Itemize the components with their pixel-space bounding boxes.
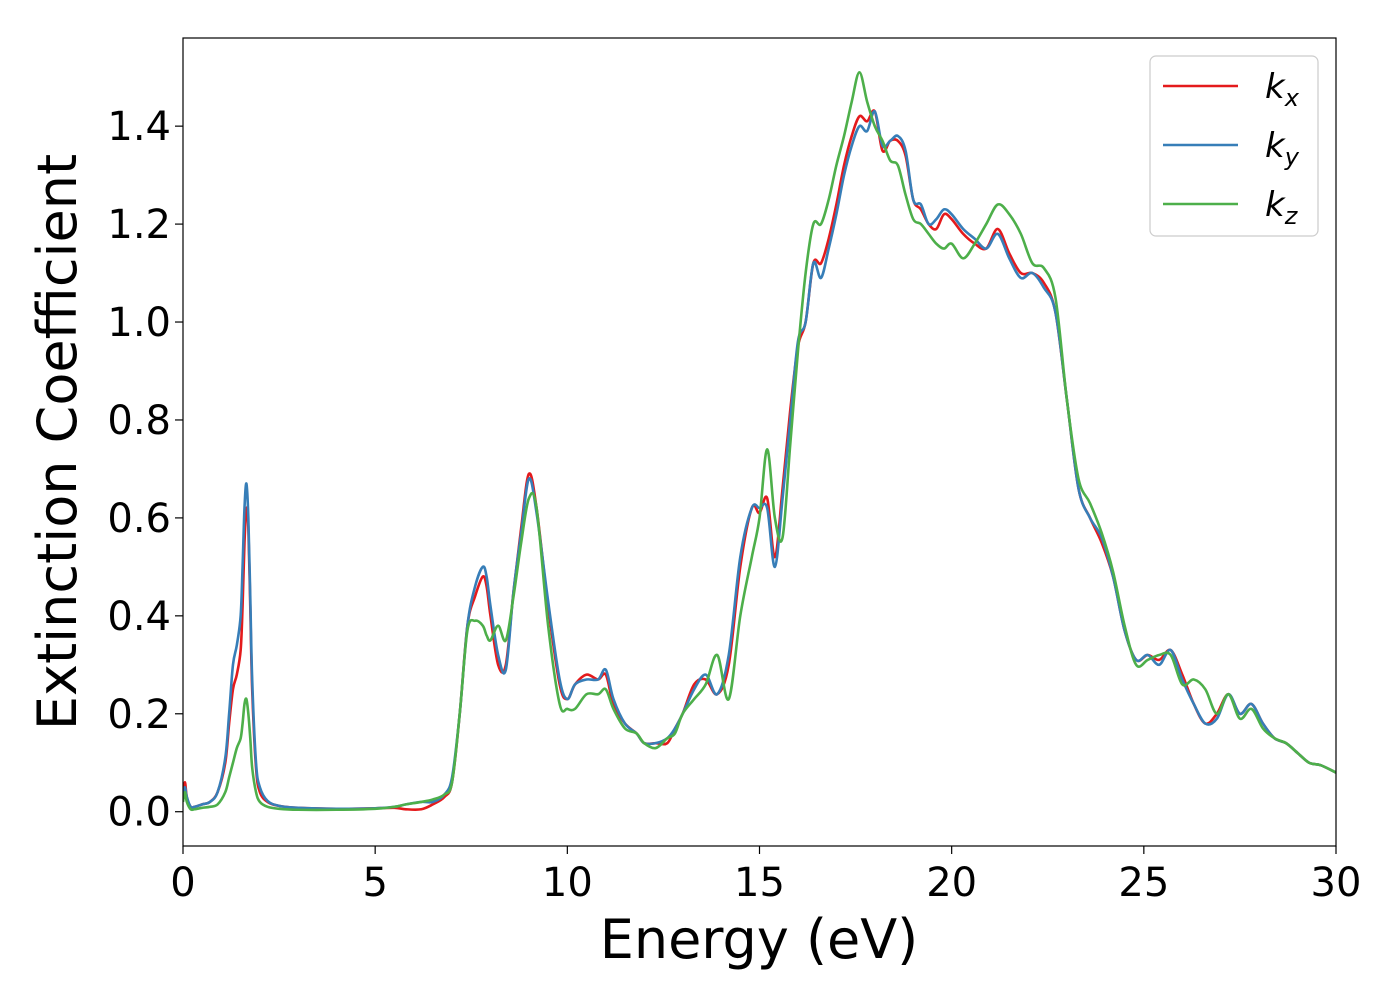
y-tick-label: 0.8 xyxy=(107,398,171,444)
y-tick-label: 0.6 xyxy=(107,496,171,542)
x-tick-label: 15 xyxy=(734,860,785,906)
y-tick-label: 1.2 xyxy=(107,202,171,248)
x-tick-label: 20 xyxy=(926,860,977,906)
series-line-ky xyxy=(183,110,1336,811)
y-tick-label: 1.0 xyxy=(107,300,171,346)
y-tick-label: 0.0 xyxy=(107,790,171,836)
legend-label-ky: ky xyxy=(1265,126,1300,171)
series-line-kz xyxy=(183,70,1336,812)
series-layer xyxy=(183,70,1336,812)
x-tick-label: 25 xyxy=(1118,860,1169,906)
y-tick-label: 0.2 xyxy=(107,692,171,738)
legend: kx ky kz xyxy=(1149,55,1319,237)
legend-label-kx: kx xyxy=(1265,67,1300,112)
x-tick-label: 30 xyxy=(1311,860,1362,906)
x-axis-title: Energy (eV) xyxy=(600,908,919,971)
legend-items: kx ky kz xyxy=(1163,67,1300,230)
legend-label-kz: kz xyxy=(1265,185,1299,230)
plot-background xyxy=(183,38,1336,846)
y-axis-title: Extinction Coefficient xyxy=(26,154,89,730)
x-axis-ticks: 0 5 10 15 20 25 30 xyxy=(170,846,1361,906)
y-axis-ticks: 0.0 0.2 0.4 0.6 0.8 1.0 1.2 1.4 xyxy=(107,104,183,836)
x-tick-label: 0 xyxy=(170,860,195,906)
y-tick-label: 0.4 xyxy=(107,594,171,640)
y-tick-label: 1.4 xyxy=(107,104,171,150)
x-tick-label: 5 xyxy=(362,860,387,906)
x-tick-label: 10 xyxy=(542,860,593,906)
